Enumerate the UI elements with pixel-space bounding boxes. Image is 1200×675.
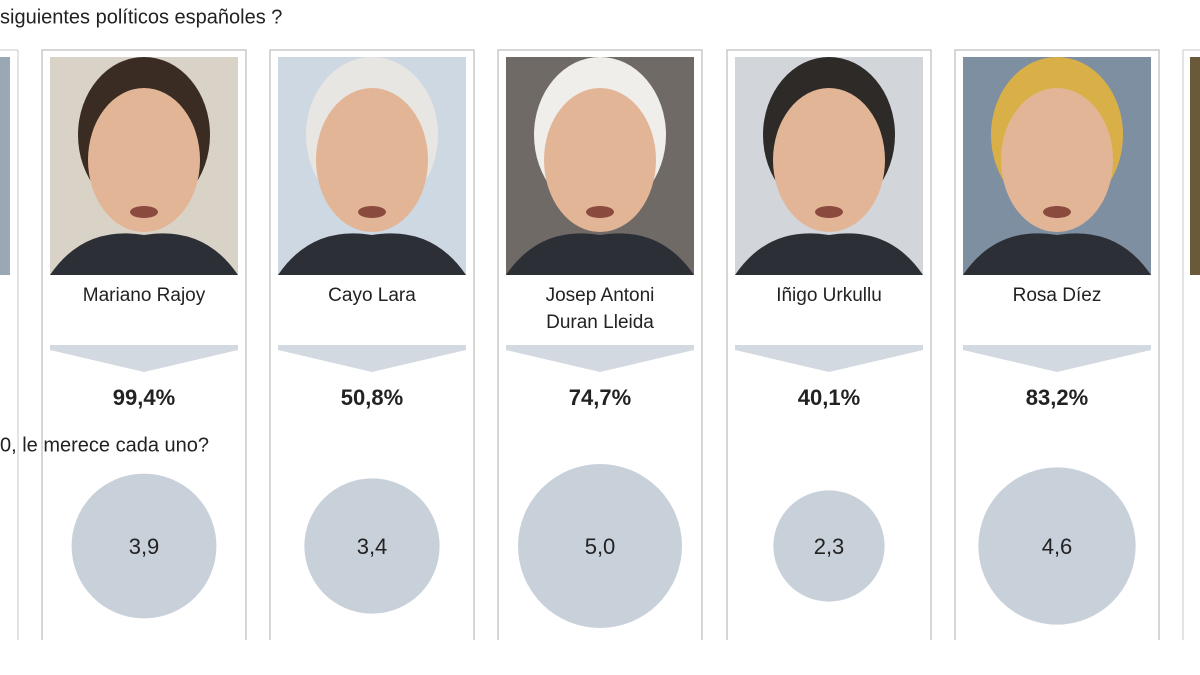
partial-card-right: [1182, 49, 1200, 640]
card-border: [269, 49, 475, 640]
partial-photo-right: [1190, 57, 1200, 275]
politician-name: Mariano Rajoy: [83, 285, 206, 306]
partial-photo-left: [0, 57, 10, 275]
card-border: [954, 49, 1160, 640]
photo: [50, 57, 238, 275]
chevron: [963, 345, 1151, 372]
score-label: 4,6: [1042, 534, 1073, 559]
known-percent: 50,8%: [341, 385, 403, 410]
question-top: siguientes políticos españoles ?: [0, 6, 282, 28]
chevron: [735, 345, 923, 372]
photo: [506, 57, 694, 275]
politician-card: Rosa Díez 83,2% 4,6: [954, 49, 1160, 640]
photo-face: [544, 88, 656, 232]
photo: [963, 57, 1151, 275]
photo-suit: [506, 233, 694, 275]
question-score: 0, le merece cada uno?: [0, 434, 209, 456]
known-percent: 40,1%: [798, 385, 860, 410]
known-percent: 99,4%: [113, 385, 175, 410]
score-label: 5,0: [585, 534, 616, 559]
photo-mouth: [358, 206, 386, 218]
score-label: 2,3: [814, 534, 845, 559]
photo: [735, 57, 923, 275]
photo-suit: [735, 233, 923, 275]
politician-card: Mariano Rajoy 99,4% 3,9: [41, 49, 247, 640]
politician-card: Iñigo Urkullu 40,1% 2,3: [726, 49, 932, 640]
photo-face: [1001, 88, 1113, 232]
card-border: [41, 49, 247, 640]
card-border: [497, 49, 703, 640]
score-circle: [773, 490, 885, 602]
politician-card: Cayo Lara 50,8% 3,4: [269, 49, 475, 640]
photo-suit: [963, 233, 1151, 275]
partial-card-left: [0, 49, 19, 640]
photo-face: [316, 88, 428, 232]
photo-mouth: [1043, 206, 1071, 218]
score-circle: [304, 478, 440, 614]
photo-suit: [278, 233, 466, 275]
photo-mouth: [586, 206, 614, 218]
politician-card: Josep Antoni Duran Lleida 74,7% 5,0: [497, 49, 703, 640]
score-label: 3,4: [357, 534, 388, 559]
score-label: 3,9: [129, 534, 160, 559]
known-percent: 74,7%: [569, 385, 631, 410]
politician-name: Cayo Lara: [328, 285, 416, 306]
photo-suit: [50, 233, 238, 275]
politician-name: Duran Lleida: [546, 312, 654, 333]
photo: [278, 57, 466, 275]
score-circle: [978, 467, 1136, 625]
score-circle: [71, 473, 217, 619]
card-border: [726, 49, 932, 640]
chevron: [50, 345, 238, 372]
chevron: [506, 345, 694, 372]
chevron: [278, 345, 466, 372]
politician-name: Iñigo Urkullu: [776, 285, 882, 306]
score-circle: [518, 464, 682, 628]
photo-mouth: [130, 206, 158, 218]
politician-name: Josep Antoni: [546, 285, 655, 306]
photo-mouth: [815, 206, 843, 218]
photo-face: [773, 88, 885, 232]
photo-face: [88, 88, 200, 232]
politician-name: Rosa Díez: [1013, 285, 1102, 306]
known-percent: 83,2%: [1026, 385, 1088, 410]
